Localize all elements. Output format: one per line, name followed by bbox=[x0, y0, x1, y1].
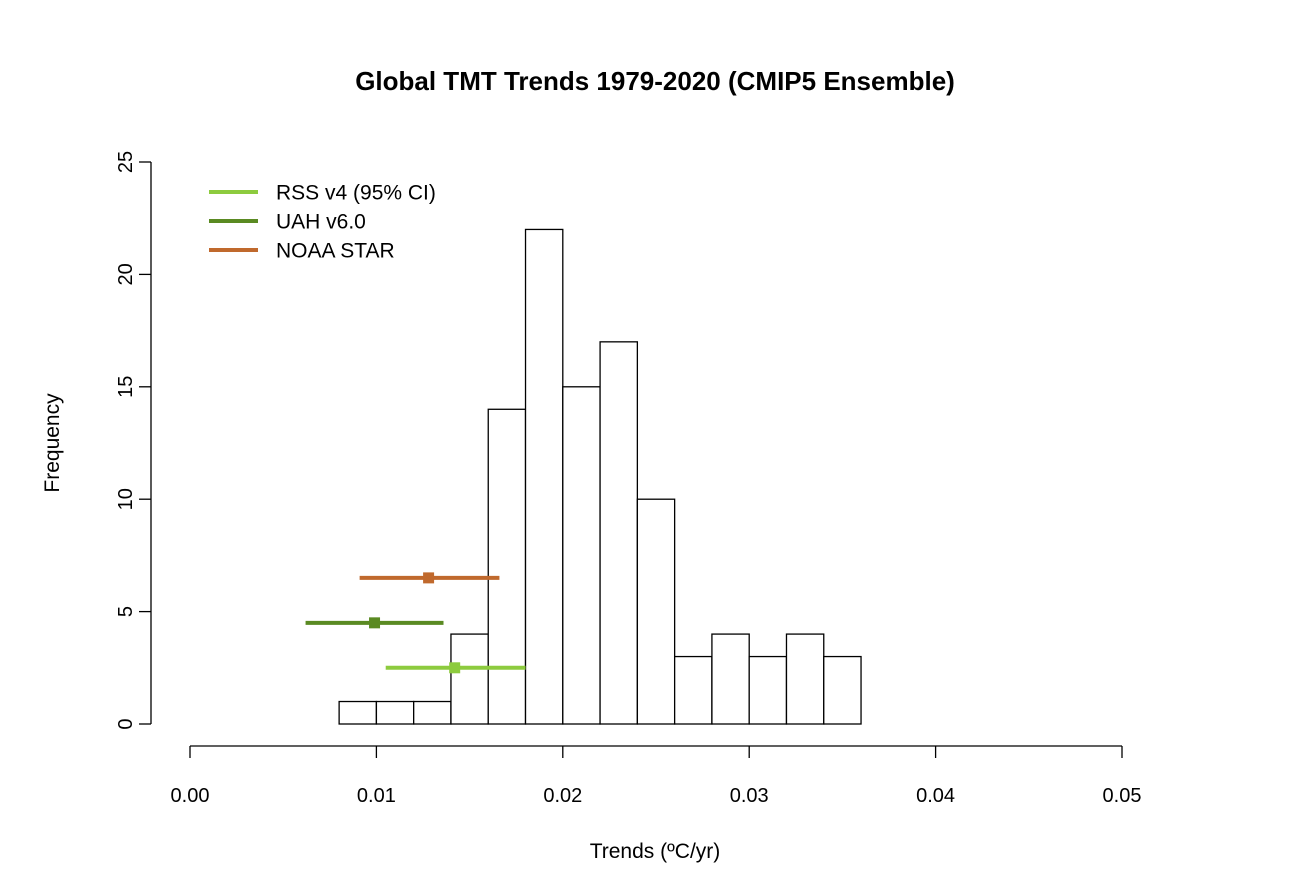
y-tick-label: 25 bbox=[115, 151, 137, 173]
histogram-bar bbox=[338, 700, 378, 725]
histogram-bar bbox=[748, 655, 788, 725]
histogram-bar bbox=[711, 633, 750, 725]
x-tick-label: 0.03 bbox=[730, 785, 769, 807]
histogram-bar bbox=[785, 633, 825, 725]
legend-label: NOAA STAR bbox=[276, 239, 395, 262]
histogram-bar bbox=[450, 633, 489, 725]
histogram-bar bbox=[524, 228, 564, 725]
histogram-bar bbox=[823, 655, 862, 725]
x-tick-label: 0.05 bbox=[1103, 785, 1142, 807]
y-tick-label: 20 bbox=[115, 263, 137, 285]
legend: RSS v4 (95% CI) UAH v6.0 NOAA STAR bbox=[209, 181, 436, 262]
y-tick-label: 0 bbox=[115, 718, 137, 729]
histogram-bar bbox=[636, 498, 676, 725]
x-tick-label: 0.04 bbox=[916, 785, 955, 807]
observation-intervals bbox=[305, 572, 526, 674]
x-tick-label: 0.01 bbox=[357, 785, 396, 807]
estimate-marker bbox=[449, 662, 461, 674]
y-axis-label: Frequency bbox=[41, 393, 64, 493]
histogram-bar bbox=[375, 700, 415, 725]
estimate-marker bbox=[423, 572, 435, 584]
histogram-bar bbox=[673, 655, 713, 725]
histogram-bar bbox=[487, 408, 527, 725]
histogram-bar bbox=[413, 700, 452, 725]
histogram-bar bbox=[599, 341, 639, 725]
x-axis: 0.00 0.01 0.02 0.03 0.04 0.05 bbox=[171, 745, 1142, 807]
histogram-bars bbox=[338, 228, 862, 725]
y-tick-label: 10 bbox=[115, 488, 137, 510]
x-tick-label: 0.02 bbox=[543, 785, 582, 807]
legend-label: RSS v4 (95% CI) bbox=[276, 181, 436, 204]
y-axis: 0 5 10 15 20 25 bbox=[115, 151, 152, 730]
x-tick-label: 0.00 bbox=[171, 785, 210, 807]
x-axis-label: Trends (ºC/yr) bbox=[590, 840, 721, 863]
y-tick-label: 5 bbox=[115, 606, 137, 617]
histogram-bar bbox=[562, 386, 601, 725]
chart-title: Global TMT Trends 1979-2020 (CMIP5 Ensem… bbox=[355, 66, 955, 96]
y-tick-label: 15 bbox=[115, 376, 137, 398]
legend-label: UAH v6.0 bbox=[276, 210, 366, 233]
estimate-marker bbox=[369, 617, 381, 629]
